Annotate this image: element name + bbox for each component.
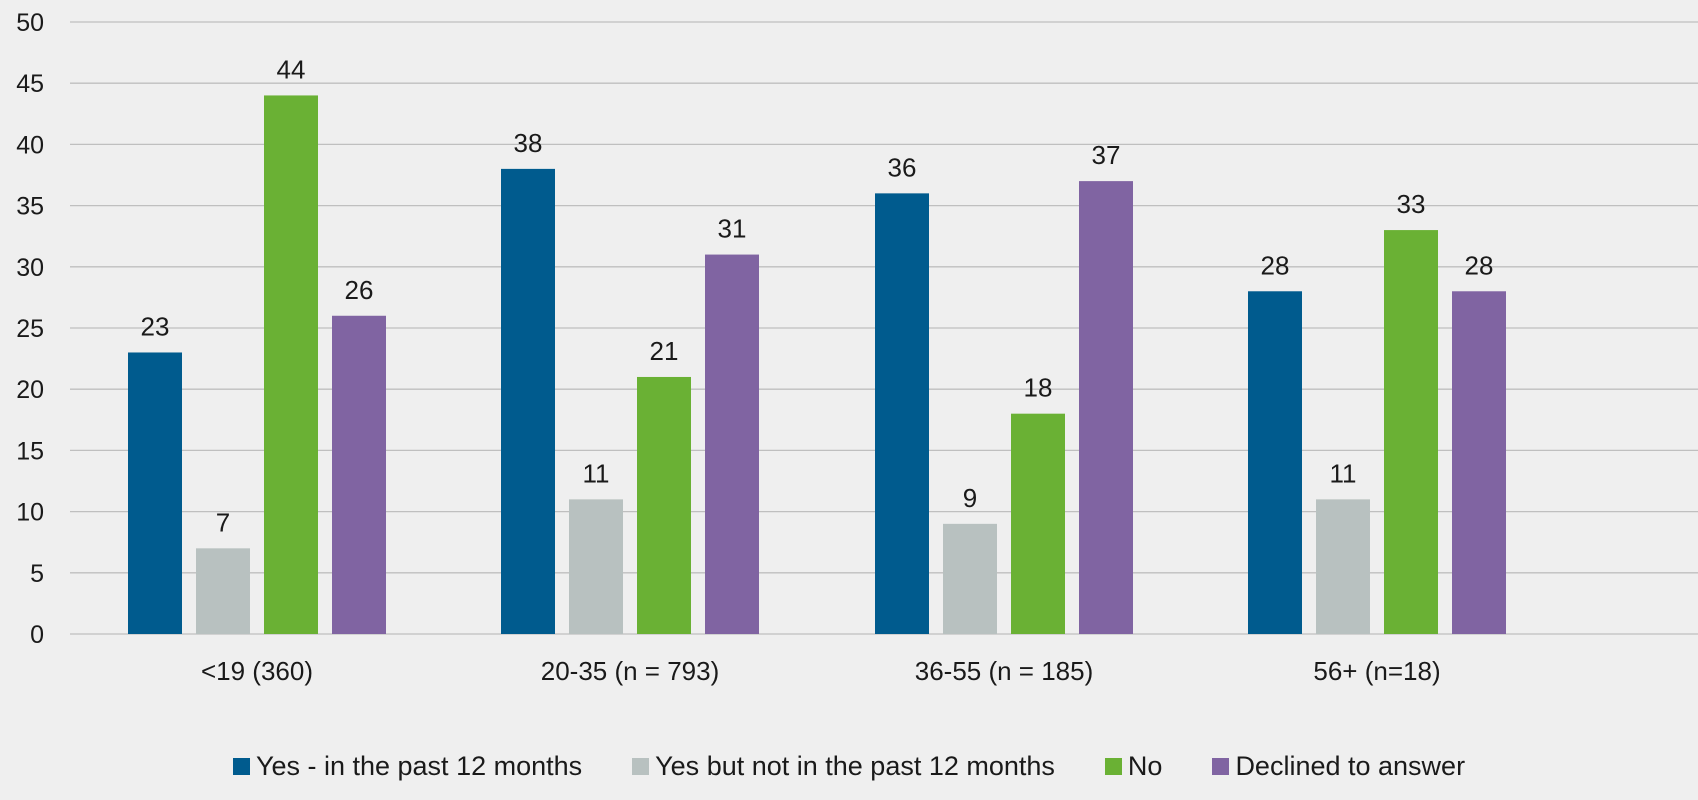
data-label: 31 bbox=[718, 214, 747, 244]
bar bbox=[569, 499, 623, 634]
y-tick-label: 25 bbox=[16, 315, 44, 343]
bar bbox=[1079, 181, 1133, 634]
y-tick-label: 40 bbox=[16, 131, 44, 159]
data-label: 28 bbox=[1261, 250, 1290, 280]
legend-swatch bbox=[1104, 757, 1122, 775]
category-label: <19 (360) bbox=[201, 656, 313, 686]
data-label: 26 bbox=[345, 275, 374, 305]
bar bbox=[1316, 499, 1370, 634]
category-label: 56+ (n=18) bbox=[1313, 656, 1440, 686]
x-axis-categories: <19 (360) 20-35 (n = 793) 36-55 (n = 185) 5… bbox=[201, 656, 1441, 686]
bar bbox=[264, 95, 318, 634]
bar bbox=[196, 548, 250, 634]
legend-label: Yes but not in the past 12 months bbox=[655, 750, 1055, 781]
data-label: 37 bbox=[1092, 140, 1121, 170]
data-label: 28 bbox=[1465, 250, 1494, 280]
y-tick-label: 30 bbox=[16, 254, 44, 282]
legend-item: Yes but not in the past 12 months bbox=[632, 751, 1055, 782]
y-tick-label: 10 bbox=[16, 499, 44, 527]
legend: Yes - in the past 12 months Yes but not i… bbox=[0, 746, 1698, 786]
data-label: 44 bbox=[277, 54, 306, 84]
bar bbox=[943, 523, 997, 634]
y-tick-label: 50 bbox=[16, 9, 44, 37]
legend-item: Declined to answer bbox=[1212, 751, 1465, 782]
data-label: 18 bbox=[1024, 373, 1053, 403]
bar bbox=[875, 193, 929, 635]
legend-swatch bbox=[1212, 757, 1230, 775]
data-label: 38 bbox=[514, 128, 543, 158]
data-label: 9 bbox=[963, 483, 977, 513]
bar bbox=[637, 376, 691, 634]
legend-swatch bbox=[232, 757, 250, 775]
y-tick-label: 45 bbox=[16, 70, 44, 98]
data-label: 33 bbox=[1397, 189, 1426, 219]
category-label: 20-35 (n = 793) bbox=[541, 656, 720, 686]
bar bbox=[1452, 291, 1506, 634]
data-label: 7 bbox=[216, 507, 230, 537]
data-label: 23 bbox=[141, 311, 170, 341]
data-labels: 23 38 36 28 7 11 9 11 44 21 18 33 26 31 37 28 bbox=[141, 54, 1494, 537]
data-label: 11 bbox=[1330, 458, 1357, 488]
bar bbox=[128, 352, 182, 634]
legend-item: Yes - in the past 12 months bbox=[232, 750, 583, 782]
bar bbox=[332, 315, 386, 634]
bar bbox=[1011, 413, 1065, 634]
legend-label: No bbox=[1127, 750, 1163, 781]
y-tick-label: 15 bbox=[16, 437, 44, 465]
bar bbox=[1384, 230, 1438, 634]
y-axis-ticks: 0 5 10 15 20 25 30 35 40 45 50 bbox=[16, 9, 44, 649]
bar bbox=[501, 168, 555, 634]
legend-label: Declined to answer bbox=[1235, 750, 1466, 781]
bars bbox=[128, 95, 1506, 635]
y-tick-label: 35 bbox=[16, 193, 44, 221]
data-label: 21 bbox=[650, 336, 679, 366]
data-label: 11 bbox=[583, 458, 610, 488]
legend-label: Yes - in the past 12 months bbox=[255, 750, 583, 781]
data-label: 36 bbox=[888, 152, 917, 182]
legend-swatch bbox=[632, 757, 650, 775]
bar bbox=[705, 254, 759, 634]
legend-item: No bbox=[1104, 750, 1163, 782]
y-tick-label: 0 bbox=[30, 621, 44, 649]
bar bbox=[1248, 291, 1302, 634]
category-label: 36-55 (n = 185) bbox=[915, 656, 1094, 686]
y-tick-label: 5 bbox=[30, 560, 44, 588]
y-tick-label: 20 bbox=[16, 376, 44, 404]
